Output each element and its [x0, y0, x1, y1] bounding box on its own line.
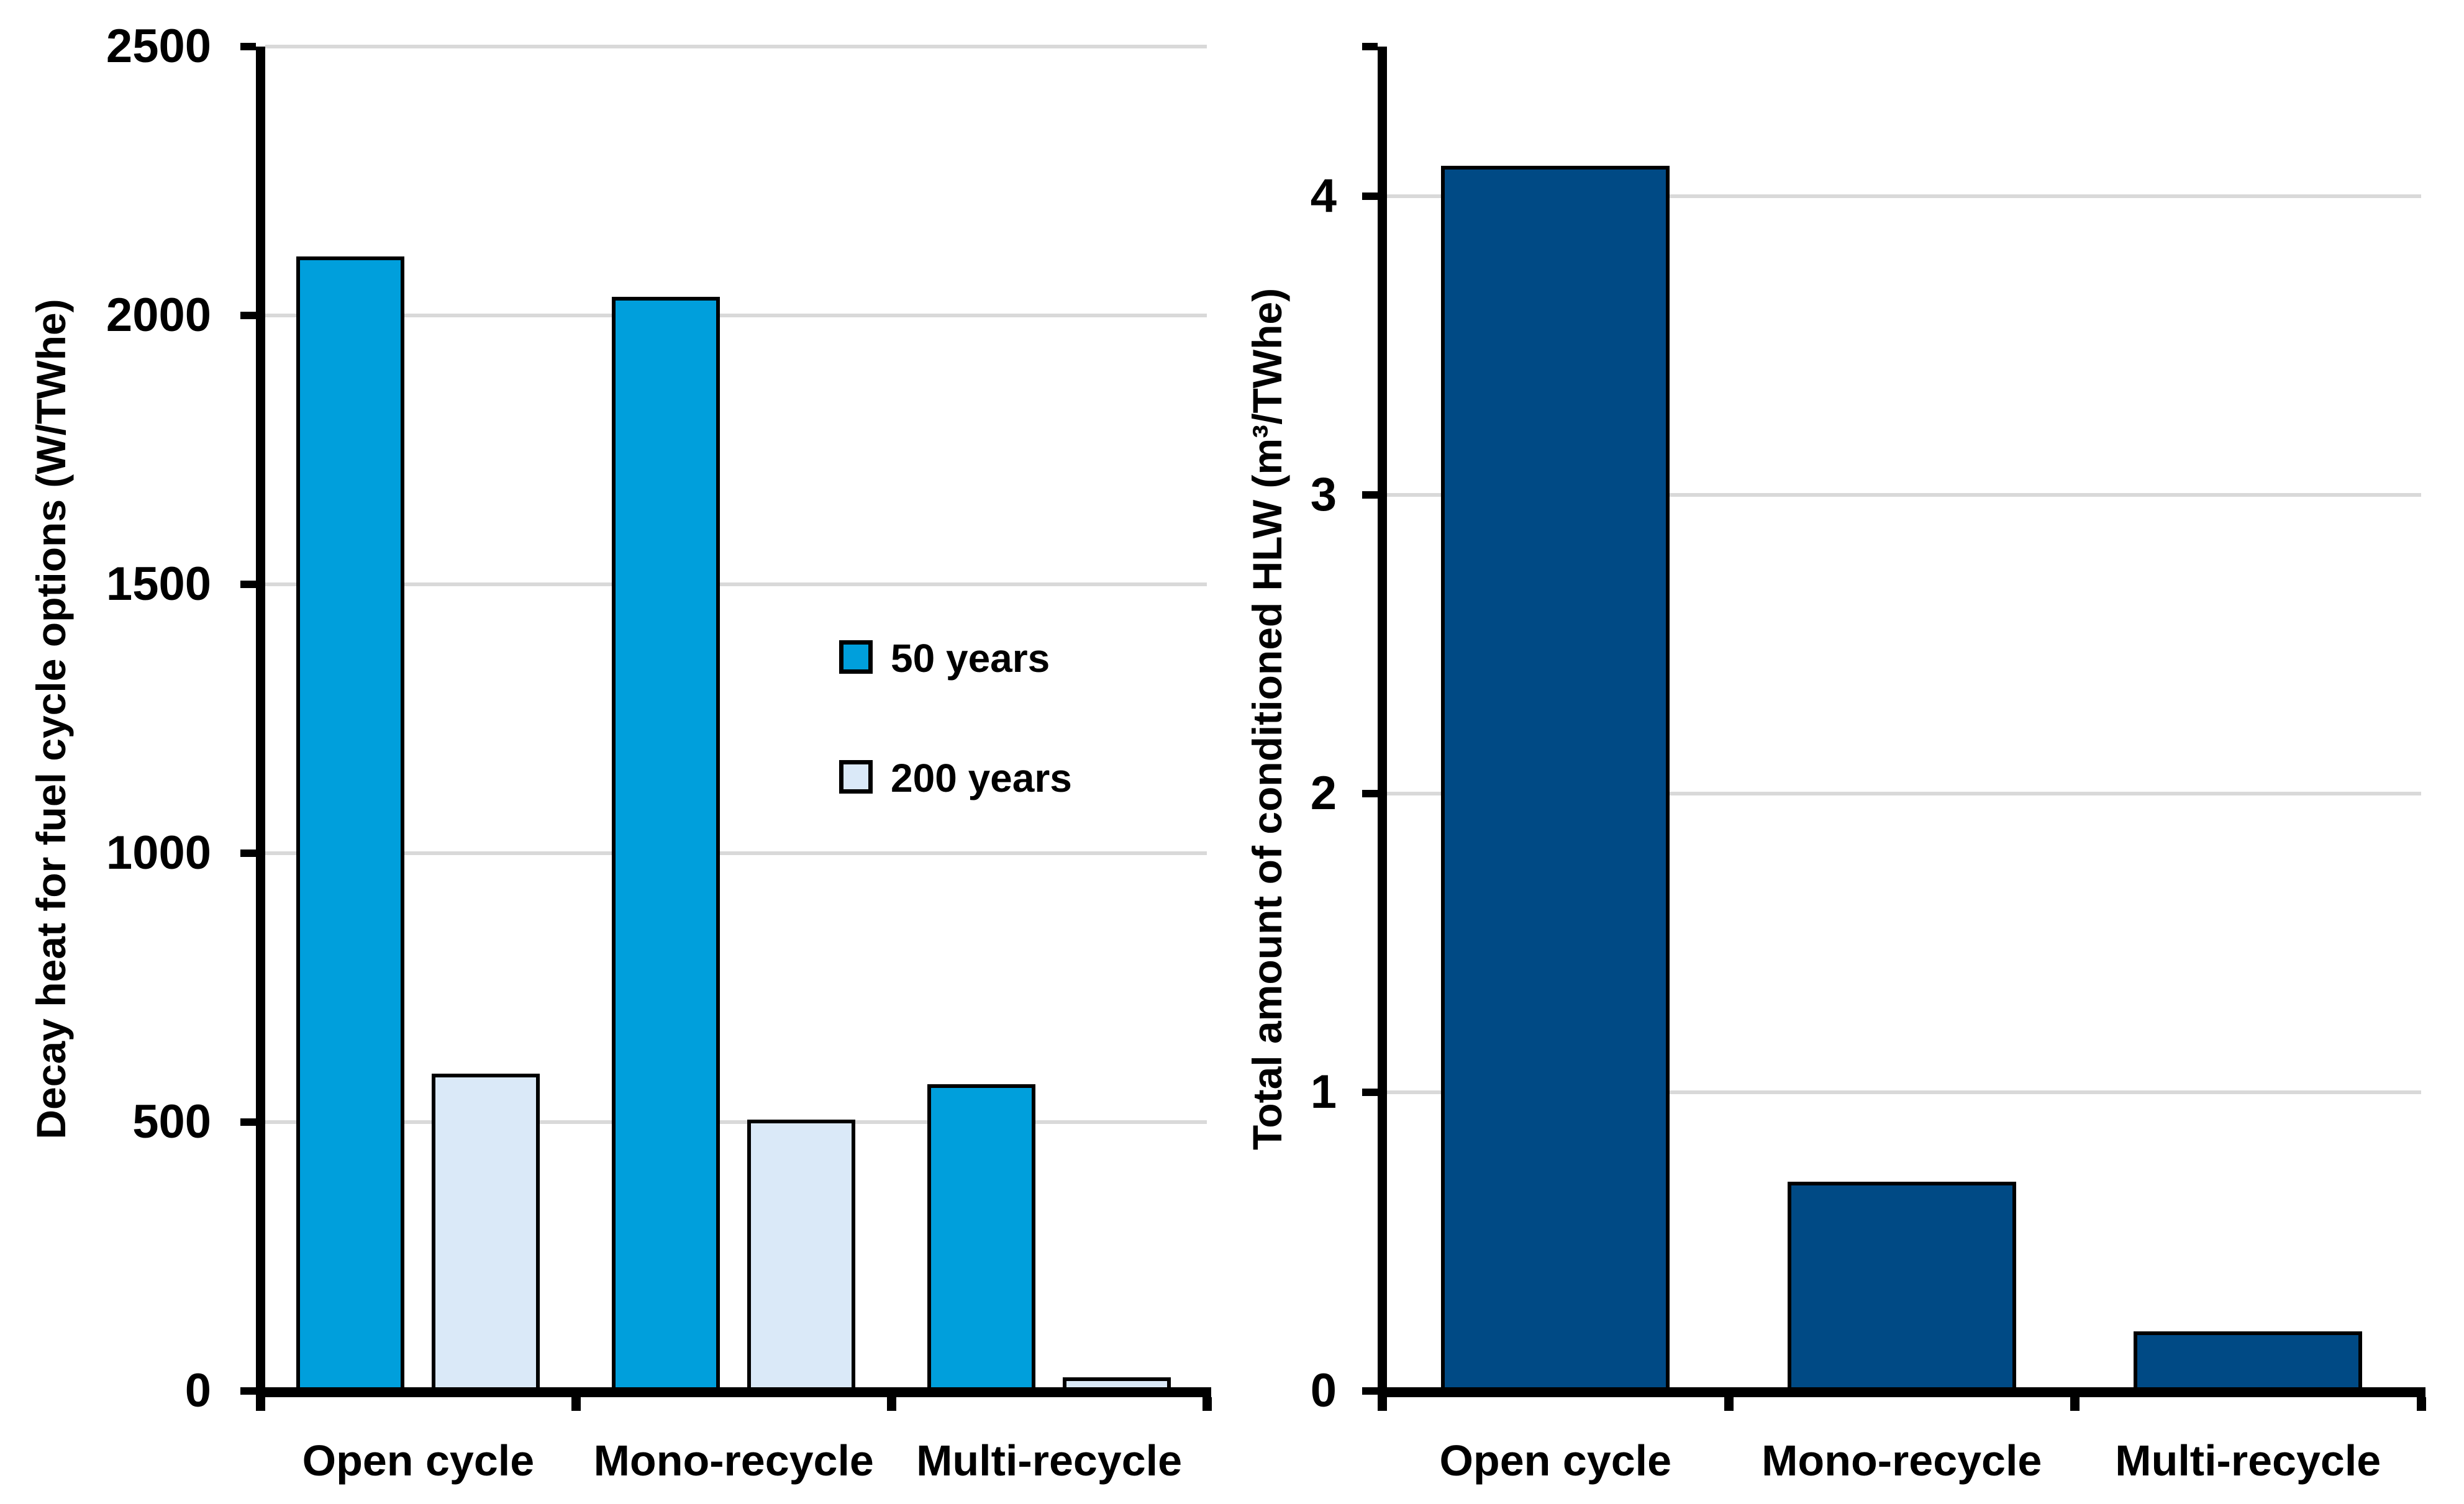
bar-multi-recycle-series: [2134, 1331, 2362, 1395]
category-label-multi-recycle: Multi-recycle: [2115, 1436, 2381, 1485]
category-label-mono-recycle: Mono-recycle: [593, 1436, 874, 1485]
gridline-2500: [265, 45, 1207, 48]
x-tick-1: [571, 1397, 581, 1411]
legend-swatch-50-years: [839, 640, 873, 674]
y-tick-label-1500: 1500: [106, 558, 211, 610]
y-tick-label-2: 2: [1310, 766, 1337, 820]
gridline-4: [1387, 194, 2421, 198]
y-tick-0: [1362, 1387, 1378, 1395]
legend-label-200-years: 200 years: [891, 756, 1072, 800]
y-axis-line: [256, 47, 265, 1396]
y-tick-label-4: 4: [1310, 169, 1337, 222]
y-tick-label-0: 0: [184, 1364, 211, 1417]
y-tick-label-2000: 2000: [106, 289, 211, 342]
y-tick-2: [1362, 789, 1378, 797]
y-tick-1500: [240, 581, 256, 588]
bar-open-cycle-50-years: [296, 256, 404, 1395]
legend-label-50-years: 50 years: [891, 636, 1050, 681]
gridline-2000: [265, 314, 1207, 317]
y-tick-label-500: 500: [132, 1095, 211, 1148]
x-tick-3: [1202, 1397, 1212, 1411]
hlw-y-axis-title: Total amount of conditioned HLW (m³/TWhe…: [1244, 288, 1290, 1151]
bar-open-cycle-200-years: [432, 1074, 540, 1395]
category-label-open-cycle: Open cycle: [1439, 1436, 1671, 1485]
y-tick-0: [240, 1387, 256, 1395]
y-axis-line: [1378, 47, 1387, 1396]
bar-multi-recycle-50-years: [927, 1084, 1035, 1395]
bar-mono-recycle-50-years: [612, 297, 720, 1395]
y-tick-label-1: 1: [1310, 1065, 1337, 1118]
category-label-mono-recycle: Mono-recycle: [1762, 1436, 2042, 1485]
y-tick-2000: [240, 312, 256, 319]
gridline-500: [265, 1120, 1207, 1124]
gridline-3: [1387, 492, 2421, 497]
y-tick-4: [1362, 192, 1378, 200]
y-tick-2500: [240, 43, 256, 50]
x-tick-0: [1378, 1397, 1387, 1411]
y-tick-500: [240, 1118, 256, 1126]
x-tick-2: [2070, 1397, 2080, 1411]
bar-mono-recycle-200-years: [747, 1120, 855, 1395]
y-tick-1000: [240, 849, 256, 857]
gridline-1500: [265, 582, 1207, 586]
gridline-1000: [265, 851, 1207, 855]
legend-swatch-200-years: [839, 760, 873, 794]
y-tick-label-3: 3: [1310, 468, 1337, 521]
category-label-open-cycle: Open cycle: [302, 1436, 535, 1485]
bar-open-cycle-series: [1441, 166, 1670, 1395]
y-tick-4.5: [1362, 43, 1378, 50]
y-tick-1: [1362, 1088, 1378, 1096]
y-tick-label-1000: 1000: [106, 827, 211, 879]
gridline-2: [1387, 791, 2421, 795]
x-tick-2: [886, 1397, 896, 1411]
y-tick-3: [1362, 491, 1378, 499]
x-axis-line: [256, 1387, 1211, 1397]
x-tick-0: [256, 1397, 265, 1411]
x-axis-line: [1378, 1387, 2425, 1397]
x-tick-1: [1724, 1397, 1734, 1411]
gridline-1: [1387, 1090, 2421, 1094]
x-tick-3: [2416, 1397, 2426, 1411]
bar-mono-recycle-series: [1788, 1182, 2016, 1395]
y-tick-label-0: 0: [1310, 1364, 1337, 1417]
y-tick-label-2500: 2500: [106, 20, 211, 73]
category-label-multi-recycle: Multi-recycle: [916, 1436, 1183, 1485]
